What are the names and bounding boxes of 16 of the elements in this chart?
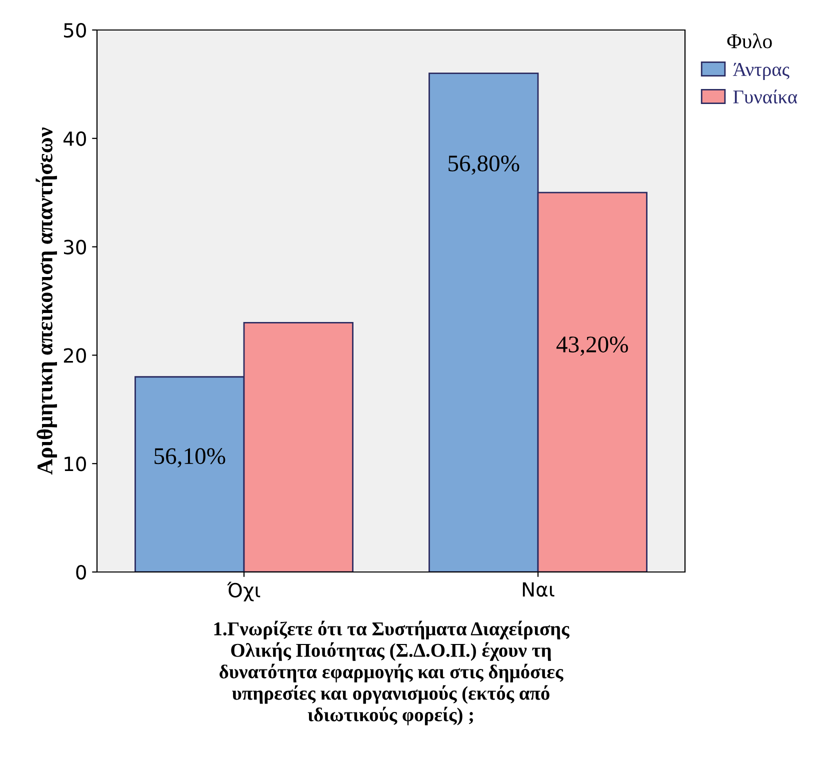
annotation: 43,20% [556, 336, 628, 356]
y-tick-label: 40 [63, 131, 86, 146]
y-tick-label: 50 [64, 22, 86, 38]
y-tick-label: 10 [64, 456, 86, 472]
legend-label: Άντρας [732, 62, 790, 80]
x-tick-label: Όχι [227, 582, 260, 602]
y-tick-label: 0 [76, 564, 86, 580]
annotation: 56,10% [154, 448, 226, 468]
legend-title: Φυλο [727, 33, 772, 48]
x-tick-label: Ναι [522, 582, 554, 597]
y-axis-title: Αριθμητικη απεικονιση απαντήσεων [36, 127, 57, 475]
legend-label: Γυναίκα [733, 90, 798, 104]
x-axis-title: 1.Γνωρίζετε ότι τα Συστήματα Διαχείρισης Ολικής Ποιότητας (Σ.Δ.Ο.Π.) έχουν τη δυνατότητα εφαρμογής και στις δημόσιες υπηρεσίες και οργανισμούς (εκτός από ιδιωτικούς φορείς) ; [214, 620, 570, 726]
y-tick-label: 30 [64, 240, 86, 254]
y-tick-label: 20 [64, 348, 86, 363]
annotation: 56,80% [448, 155, 520, 175]
